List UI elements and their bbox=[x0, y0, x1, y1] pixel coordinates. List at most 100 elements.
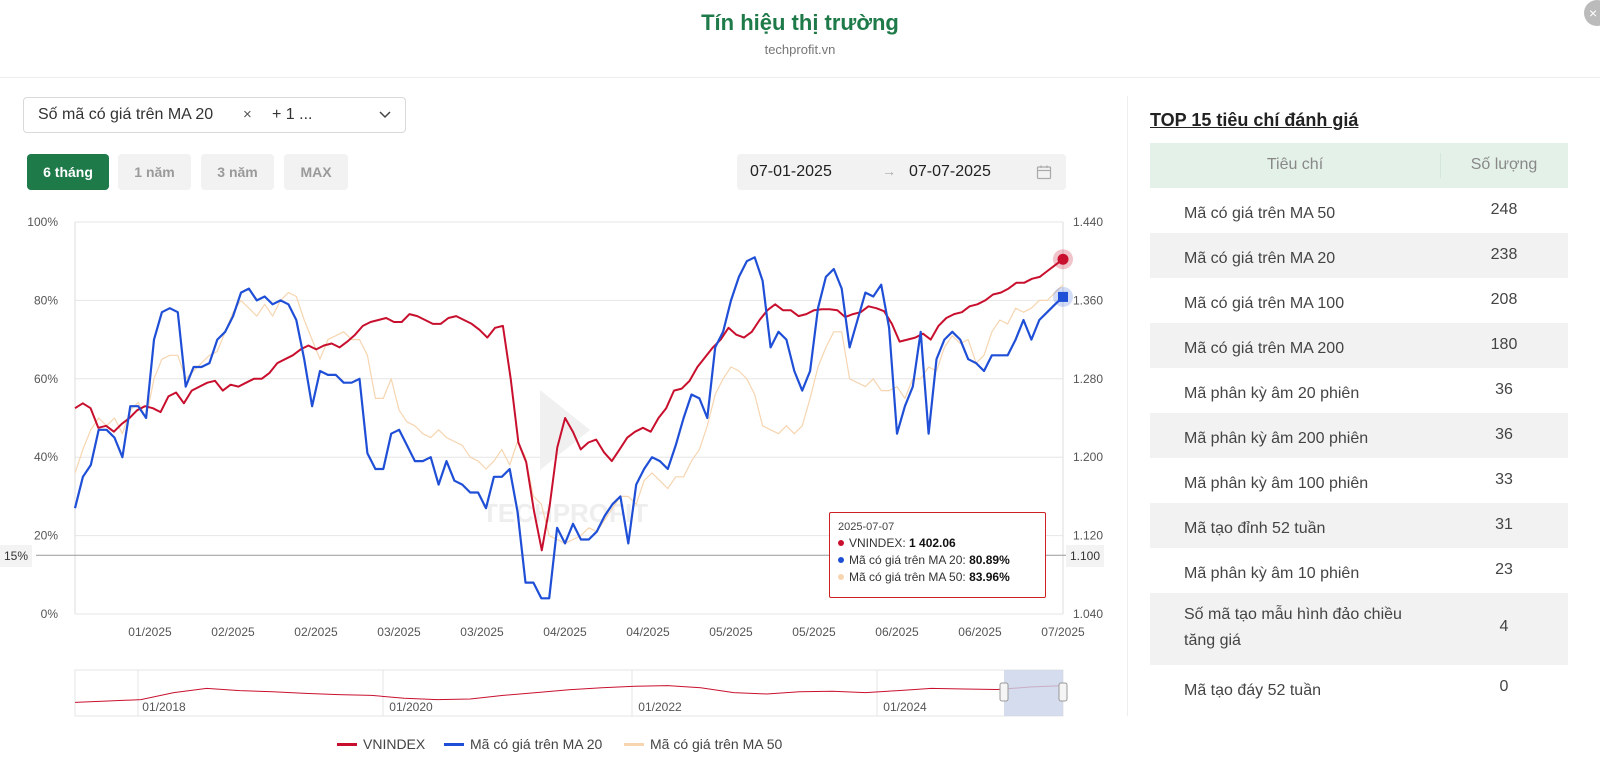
x-axis-tick-label: 03/2025 bbox=[377, 625, 421, 639]
right-axis-tick-label: 1.200 bbox=[1073, 450, 1103, 464]
table-row[interactable]: Mã có giá trên MA 100 208 bbox=[1150, 278, 1568, 323]
criteria-name: Mã tạo đáy 52 tuần bbox=[1184, 682, 1321, 699]
top-criteria-title: TOP 15 tiêu chí đánh giá bbox=[1150, 110, 1359, 130]
range-6-months-button[interactable]: 6 tháng bbox=[27, 154, 109, 190]
column-header-count[interactable]: Số lượng bbox=[1470, 156, 1538, 173]
vnindex-dot-icon bbox=[838, 540, 844, 546]
criteria-name: Mã phân kỳ âm 200 phiên bbox=[1184, 430, 1369, 447]
left-axis-tick-label: 0% bbox=[41, 607, 59, 621]
table-row[interactable]: Mã phân kỳ âm 20 phiên 36 bbox=[1150, 368, 1568, 413]
criteria-name: Mã phân kỳ âm 10 phiên bbox=[1184, 565, 1360, 582]
end-date[interactable]: 07-07-2025 bbox=[909, 163, 991, 180]
calendar-icon[interactable] bbox=[1036, 164, 1052, 180]
panel-divider bbox=[1127, 96, 1128, 716]
column-header-criteria[interactable]: Tiêu chí bbox=[1266, 156, 1324, 173]
criteria-count: 208 bbox=[1490, 291, 1518, 308]
table-row[interactable]: Mã phân kỳ âm 200 phiên 36 bbox=[1150, 413, 1568, 458]
navigator-tick-label: 01/2018 bbox=[142, 700, 186, 714]
range-max-button[interactable]: MAX bbox=[284, 154, 348, 190]
series-line-vnindex bbox=[74, 258, 1064, 552]
navigator-handle-right bbox=[1058, 682, 1068, 702]
x-axis-tick-label: 02/2025 bbox=[211, 625, 255, 639]
table-row[interactable]: Mã có giá trên MA 200 180 bbox=[1150, 323, 1568, 368]
page-title: Tín hiệu thị trường bbox=[701, 10, 899, 35]
right-axis-tick-label: 1.120 bbox=[1073, 529, 1103, 543]
tooltip-row-ma50: Mã có giá trên MA 50: 83.96% bbox=[838, 570, 1045, 587]
x-axis-tick-label: 01/2025 bbox=[128, 625, 172, 639]
chevron-down-icon[interactable] bbox=[379, 108, 391, 120]
criteria-count: 238 bbox=[1490, 246, 1518, 263]
series-line-ma20 bbox=[73, 256, 1064, 600]
navigator-tick-label: 01/2020 bbox=[389, 700, 433, 714]
selected-tag: Số mã có giá trên MA 20 bbox=[38, 106, 214, 123]
right-axis-tick-label: 1.440 bbox=[1073, 215, 1103, 229]
criteria-name: Mã phân kỳ âm 20 phiên bbox=[1184, 385, 1360, 402]
navigator-window bbox=[1004, 670, 1063, 716]
criteria-count: 0 bbox=[1499, 678, 1509, 695]
ma20-end-marker bbox=[1058, 291, 1068, 302]
navigator-line bbox=[74, 685, 1064, 703]
x-axis-tick-label: 07/2025 bbox=[1041, 625, 1085, 639]
legend-item-vnindex[interactable]: VNINDEX bbox=[337, 736, 425, 752]
right-axis-tick-label: 1.040 bbox=[1073, 607, 1103, 621]
navigator-tick-label: 01/2024 bbox=[883, 700, 927, 714]
navigator-handle-left bbox=[999, 682, 1009, 702]
criteria-count: 180 bbox=[1490, 336, 1518, 353]
page-subtitle: techprofit.vn bbox=[764, 42, 836, 57]
table-row[interactable]: Số mã tạo mẫu hình đảo chiều tăng giá 4 bbox=[1150, 593, 1568, 665]
right-axis-tick-label: 1.360 bbox=[1073, 293, 1103, 307]
table-row[interactable]: Mã tạo đáy 52 tuần 0 bbox=[1150, 665, 1568, 710]
legend-item-ma50[interactable]: Mã có giá trên MA 50 bbox=[624, 736, 782, 752]
criteria-name: Mã có giá trên MA 20 bbox=[1184, 250, 1336, 267]
criteria-select[interactable]: Số mã có giá trên MA 20 × + 1 ... bbox=[23, 97, 406, 133]
tag-remove-icon[interactable]: × bbox=[243, 106, 252, 123]
criteria-count: 36 bbox=[1495, 381, 1513, 398]
crosshair-right-label: 1.100 bbox=[1066, 545, 1105, 567]
x-axis-tick-label: 06/2025 bbox=[875, 625, 919, 639]
top-criteria-table: Tiêu chí Số lượng Mã có giá trên MA 50 24… bbox=[1150, 143, 1568, 710]
more-tags-indicator: + 1 ... bbox=[272, 106, 313, 123]
tooltip-date: 2025-07-07 bbox=[838, 521, 895, 533]
table-row[interactable]: Mã phân kỳ âm 10 phiên 23 bbox=[1150, 548, 1568, 593]
chart-legend: VNINDEX Mã có giá trên MA 20 Mã có giá t… bbox=[0, 736, 1120, 756]
crosshair-left-label: 15% bbox=[0, 545, 33, 567]
criteria-count: 36 bbox=[1495, 426, 1513, 443]
left-axis-tick-label: 60% bbox=[34, 372, 58, 386]
x-axis-tick-label: 05/2025 bbox=[709, 625, 753, 639]
table-row[interactable]: Mã có giá trên MA 20 238 bbox=[1150, 233, 1568, 278]
criteria-name: Mã có giá trên MA 200 bbox=[1184, 340, 1345, 357]
left-axis-tick-label: 40% bbox=[34, 450, 58, 464]
table-header: Tiêu chí Số lượng bbox=[1150, 143, 1568, 188]
range-1-year-button[interactable]: 1 năm bbox=[118, 154, 191, 190]
criteria-name: Mã tạo đỉnh 52 tuần bbox=[1184, 520, 1326, 537]
start-date[interactable]: 07-01-2025 bbox=[750, 163, 832, 180]
criteria-name: Mã phân kỳ âm 100 phiên bbox=[1184, 475, 1369, 492]
market-signal-chart[interactable]: 0% 20% 40% 60% 80% 100% 1.040 1.120 1.200 1.280 1.… bbox=[0, 200, 1120, 730]
left-axis-tick-label: 20% bbox=[34, 529, 58, 543]
legend-item-ma20[interactable]: Mã có giá trên MA 20 bbox=[444, 736, 602, 752]
criteria-count: 4 bbox=[1499, 618, 1509, 635]
range-3-years-button[interactable]: 3 năm bbox=[201, 154, 274, 190]
vnindex-end-marker bbox=[1057, 253, 1069, 265]
table-row[interactable]: Mã có giá trên MA 50 248 bbox=[1150, 188, 1568, 233]
x-axis-tick-label: 04/2025 bbox=[626, 625, 670, 639]
navigator-tick-label: 01/2022 bbox=[638, 700, 682, 714]
page-header: Tín hiệu thị trường techprofit.vn × bbox=[0, 0, 1600, 78]
ma20-dot-icon bbox=[838, 557, 844, 563]
criteria-count: 31 bbox=[1495, 516, 1513, 533]
tooltip-row-ma20: Mã có giá trên MA 20: 80.89% bbox=[838, 553, 1045, 570]
left-axis-tick-label: 100% bbox=[27, 215, 58, 229]
x-axis-tick-label: 05/2025 bbox=[792, 625, 836, 639]
table-row[interactable]: Mã phân kỳ âm 100 phiên 33 bbox=[1150, 458, 1568, 503]
x-axis-tick-label: 06/2025 bbox=[958, 625, 1002, 639]
series-line-ma50 bbox=[74, 284, 1064, 544]
criteria-count: 33 bbox=[1495, 471, 1513, 488]
chart-tooltip: 2025-07-07 VNINDEX: 1 402.06 Mã có giá t… bbox=[829, 512, 1046, 598]
table-row[interactable]: Mã tạo đỉnh 52 tuần 31 bbox=[1150, 503, 1568, 548]
navigator-frame bbox=[74, 669, 1064, 717]
x-axis-tick-label: 04/2025 bbox=[543, 625, 587, 639]
tooltip-row-vnindex: VNINDEX: 1 402.06 bbox=[838, 536, 1045, 553]
date-range-picker[interactable]: 07-01-2025 → 07-07-2025 bbox=[737, 154, 1066, 190]
close-button[interactable]: × bbox=[1584, 0, 1600, 26]
criteria-name: Mã có giá trên MA 100 bbox=[1184, 295, 1345, 312]
